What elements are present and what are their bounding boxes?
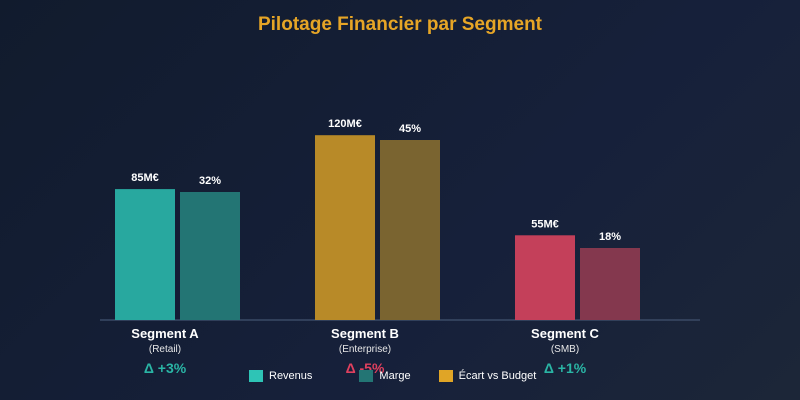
- legend-item-revenus[interactable]: Revenus: [249, 370, 312, 382]
- category-name: Segment B: [331, 326, 399, 341]
- category-name: Segment A: [131, 326, 199, 341]
- legend-label: Revenus: [269, 370, 313, 382]
- legend-swatch: [359, 370, 374, 382]
- data-label: 120M€: [328, 118, 362, 130]
- category-sub: (SMB): [550, 344, 580, 355]
- category-name: Segment C: [531, 326, 599, 341]
- category-label-b: Segment B (Enterprise) Δ -5%: [285, 326, 445, 376]
- legend-label: Écart vs Budget: [458, 370, 537, 382]
- bar-marge-1: [180, 192, 240, 320]
- category-label-c: Segment C (SMB) Δ +1%: [485, 326, 645, 376]
- legend-item-marge[interactable]: Marge: [359, 370, 411, 382]
- data-label: 18%: [599, 231, 621, 243]
- chart-title: Pilotage Financier par Segment: [257, 14, 543, 35]
- bar-marge-3: [580, 248, 640, 320]
- data-label: 45%: [399, 123, 421, 135]
- category-label-a: Segment A (Retail) Δ +3%: [85, 326, 245, 376]
- bar-revenus-2: [315, 135, 375, 320]
- legend-label: Marge: [379, 370, 411, 382]
- legend-swatch: [438, 370, 453, 382]
- legend: Revenus Marge Écart vs Budget: [249, 370, 536, 382]
- bar-revenus-1: [115, 189, 175, 320]
- bar-revenus-3: [515, 235, 575, 320]
- data-label: 85M€: [131, 172, 159, 184]
- data-label: 55M€: [531, 218, 559, 230]
- category-delta: Δ +1%: [543, 360, 587, 376]
- category-delta: Δ -5%: [345, 360, 385, 376]
- category-sub: (Retail): [148, 344, 182, 355]
- category-delta: Δ +3%: [143, 360, 187, 376]
- data-label: 32%: [199, 175, 221, 187]
- bar-marge-2: [380, 140, 440, 320]
- legend-swatch: [249, 370, 263, 382]
- category-sub: (Enterprise): [338, 344, 392, 355]
- legend-item-ecart[interactable]: Écart vs Budget: [438, 370, 537, 382]
